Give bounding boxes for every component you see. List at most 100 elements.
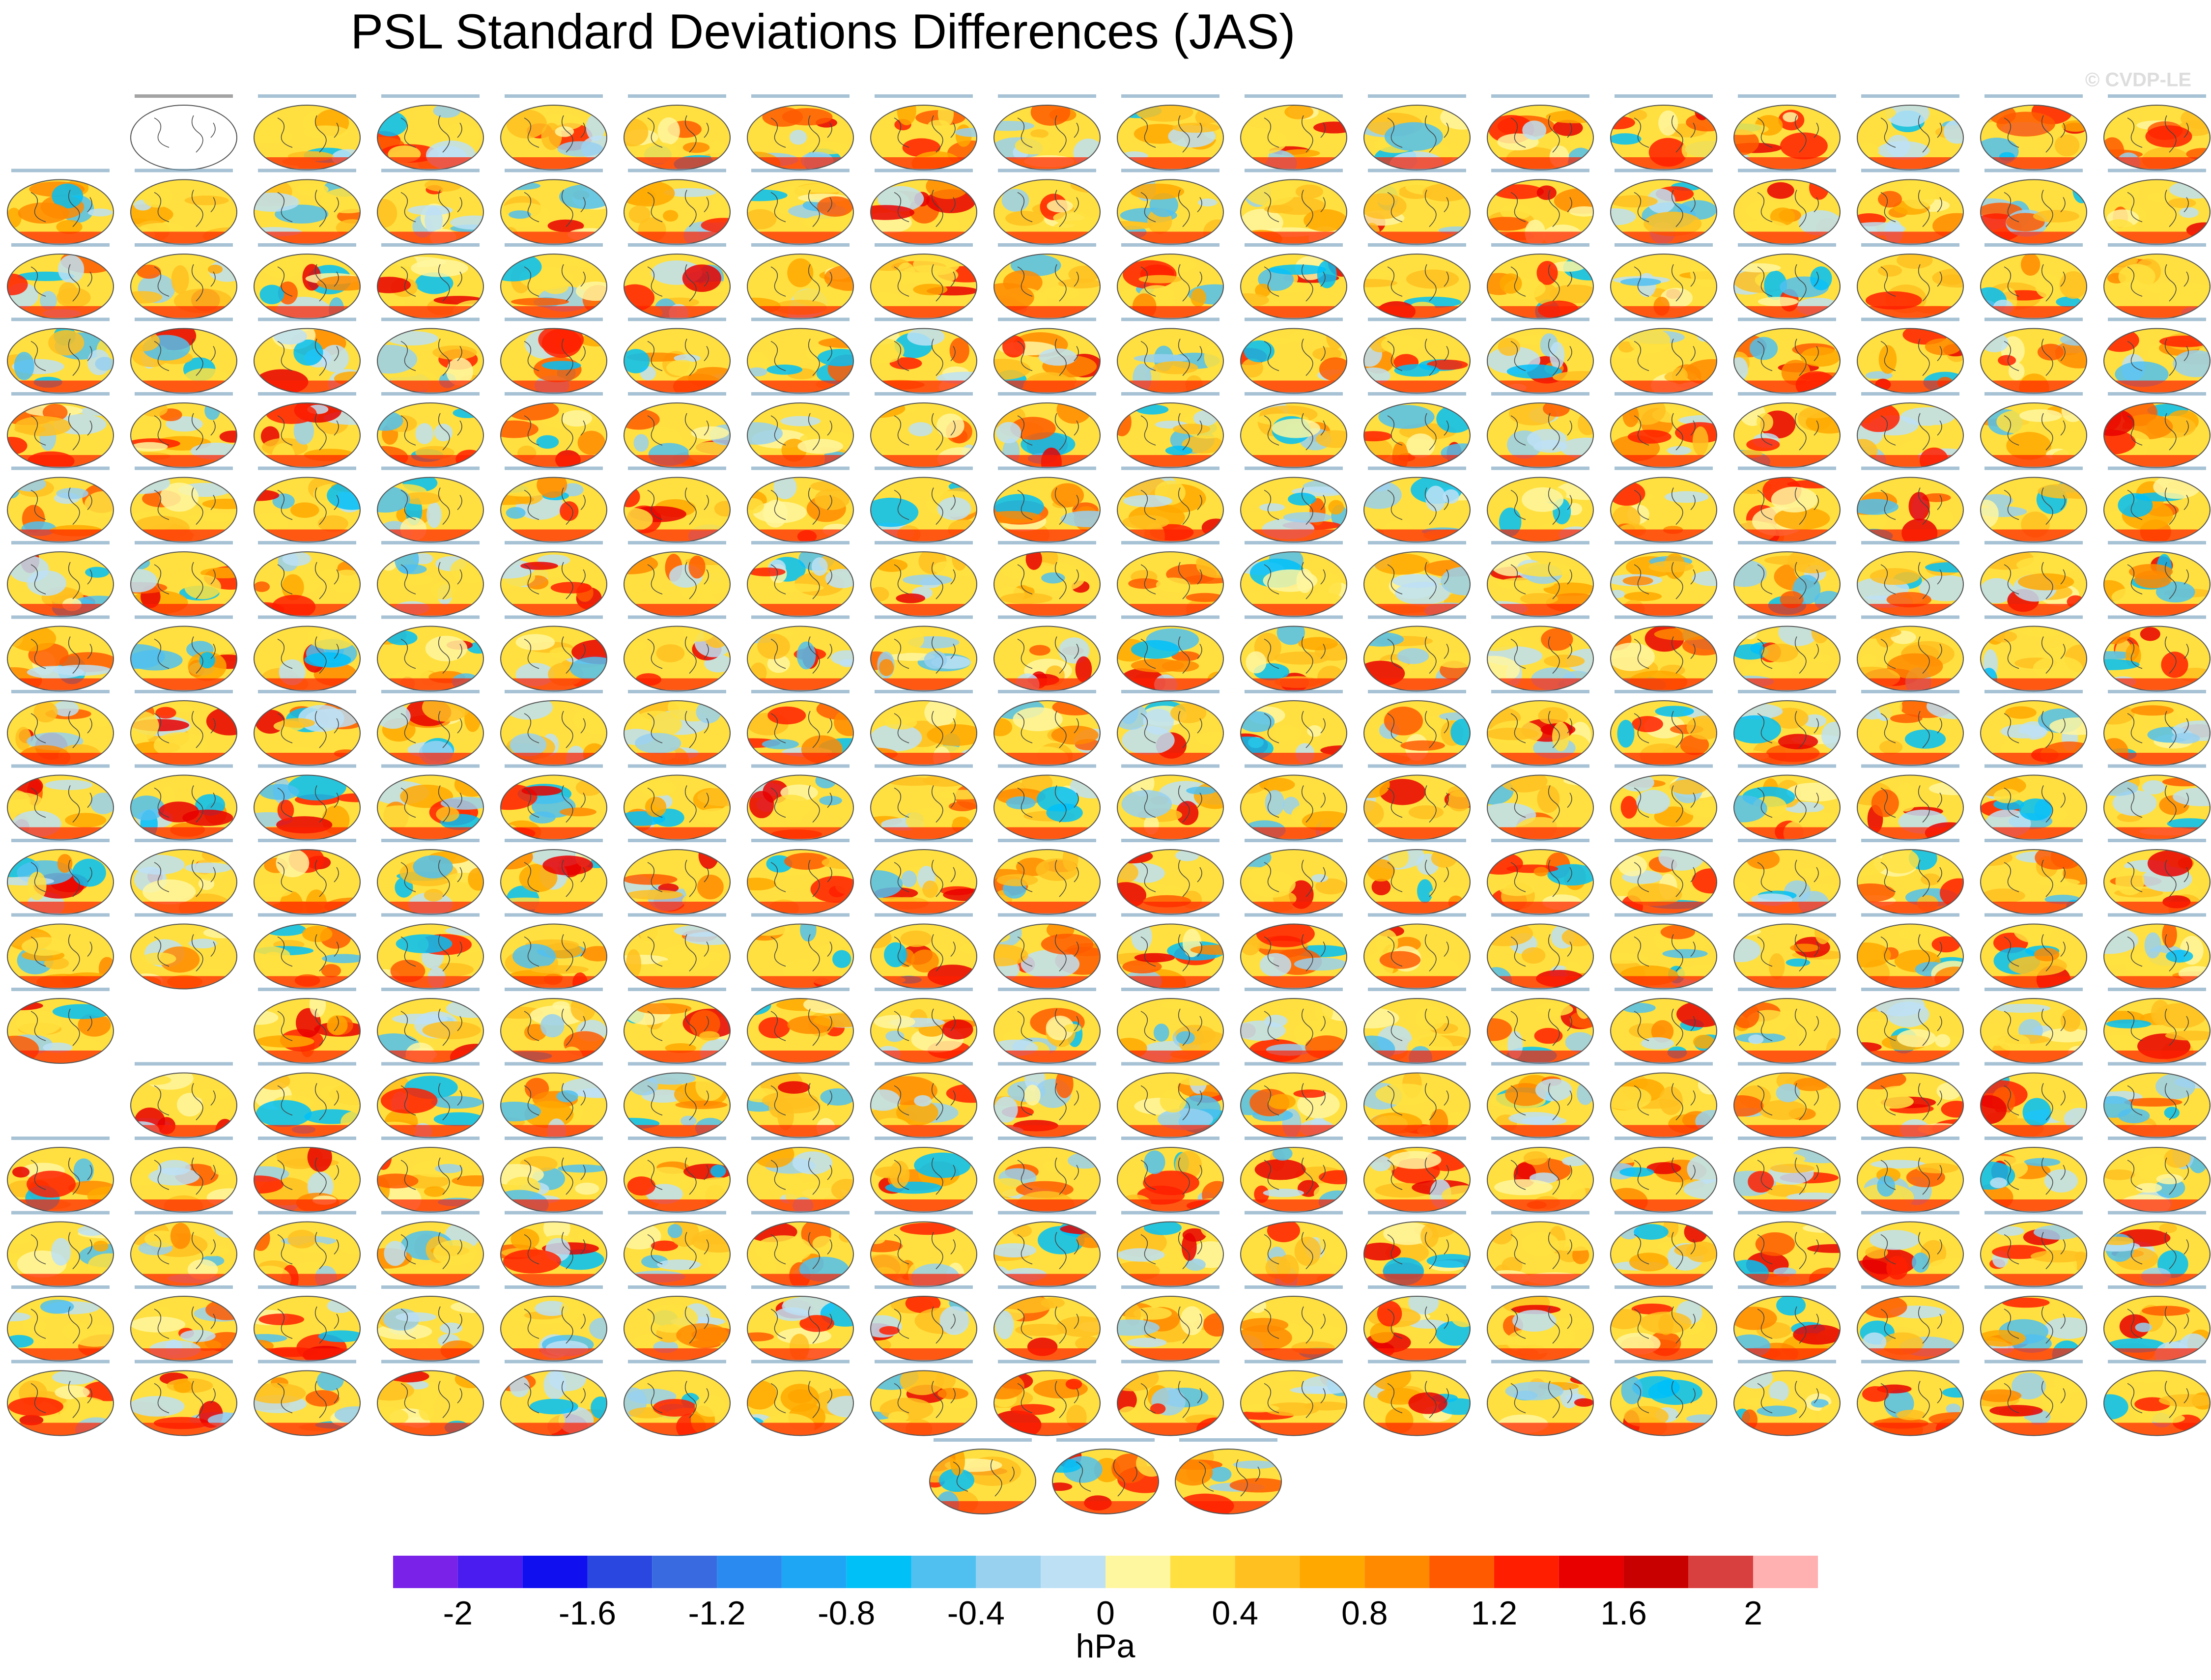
map-fill [254,254,360,319]
map-fill [2104,105,2210,170]
map-blob [2179,207,2199,218]
map-caption [998,541,1096,544]
map-caption [1368,541,1466,544]
map-fill [624,179,730,245]
map-panel [1610,1211,1717,1287]
map-blob [1644,211,1702,236]
map-blob [2161,283,2210,307]
map-panel [1240,764,1347,841]
map-coast [154,190,216,228]
map-coast [894,413,956,451]
map-panel [7,615,114,692]
map-panel [1733,94,1841,171]
map-blob [256,1100,312,1127]
map-caption [1738,839,1836,842]
map-panel [2103,1211,2211,1287]
map-blob [1620,278,1661,286]
map-panel [1733,317,1841,394]
map-fill [624,775,730,840]
map-blob [1768,953,1785,980]
map-coast [400,115,462,153]
map-blob [778,1081,810,1094]
map-caption [628,1211,726,1215]
map-blob [582,946,607,962]
map-blob [33,701,58,723]
map-coast [1017,636,1079,674]
map-coast [770,562,832,599]
map-blob [1734,123,1769,135]
map-caption [751,1211,850,1215]
map-blob [1264,205,1294,214]
map-panel [1363,243,1471,319]
map-blob [377,277,411,293]
map-caption [1861,466,1959,470]
map-caption [1368,1062,1466,1066]
map-blob [1134,953,1175,963]
map-blob [1662,949,1708,959]
map-blob [1684,359,1717,386]
map-blob [2104,1096,2133,1118]
map-blob [293,339,323,366]
map-caption [135,690,233,693]
map-blob [1298,637,1338,651]
map-coast [1140,264,1202,302]
map-blob [2162,777,2207,787]
map-blob [387,331,438,346]
map-blob [1734,153,1751,167]
map-blob [1770,1164,1814,1173]
map-panel [1487,1062,1594,1139]
map-blob [1436,405,1470,433]
map-blob [1487,727,1539,740]
map-blob [1153,1024,1169,1042]
map-blob [254,192,300,212]
map-fill [994,552,1100,617]
map-blob [2049,717,2087,735]
map-blob [2173,787,2210,806]
map-coast [400,264,462,302]
map-panel [1487,690,1594,766]
map-blob [1440,105,1470,130]
map-blob [1046,803,1083,823]
map-caption [1738,1211,1836,1215]
map-fill [1611,850,1717,914]
map-caption [1245,169,1343,172]
map-panel [747,764,854,841]
map-blob [85,567,110,578]
map-coast [1880,190,1942,228]
map-fill [1241,626,1347,691]
map-blob [897,262,916,285]
map-caption [1861,1137,1959,1140]
map-coast [524,115,586,153]
map-blob [1886,592,1931,608]
map-blob [88,1253,113,1276]
map-caption [381,169,480,172]
map-panel [254,1137,361,1213]
map-blob [540,1014,565,1038]
map-blob [577,430,605,455]
map-blob [1692,426,1709,456]
map-coast [30,487,92,525]
map-blob [1487,776,1514,805]
map-blob [142,186,173,208]
map-panel [254,94,361,171]
map-blob [1660,925,1696,940]
map-blob [1680,734,1709,755]
map-panel [254,1211,361,1287]
map-panel [1240,690,1347,766]
map-blob [1611,195,1658,208]
map-blob [627,641,647,651]
map-blob [53,701,79,717]
map-panel [1363,94,1471,171]
map-caption [258,839,356,842]
map-blob [1499,882,1535,896]
map-blob [206,707,237,736]
map-panel [254,243,361,319]
map-caption [628,541,726,544]
map-fill [7,477,113,542]
map-blob [327,1081,360,1111]
map-coast [1264,339,1326,376]
map-coast [1880,711,1942,748]
map-blob [2038,484,2087,499]
map-blob [27,666,84,679]
map-blob [140,223,185,232]
